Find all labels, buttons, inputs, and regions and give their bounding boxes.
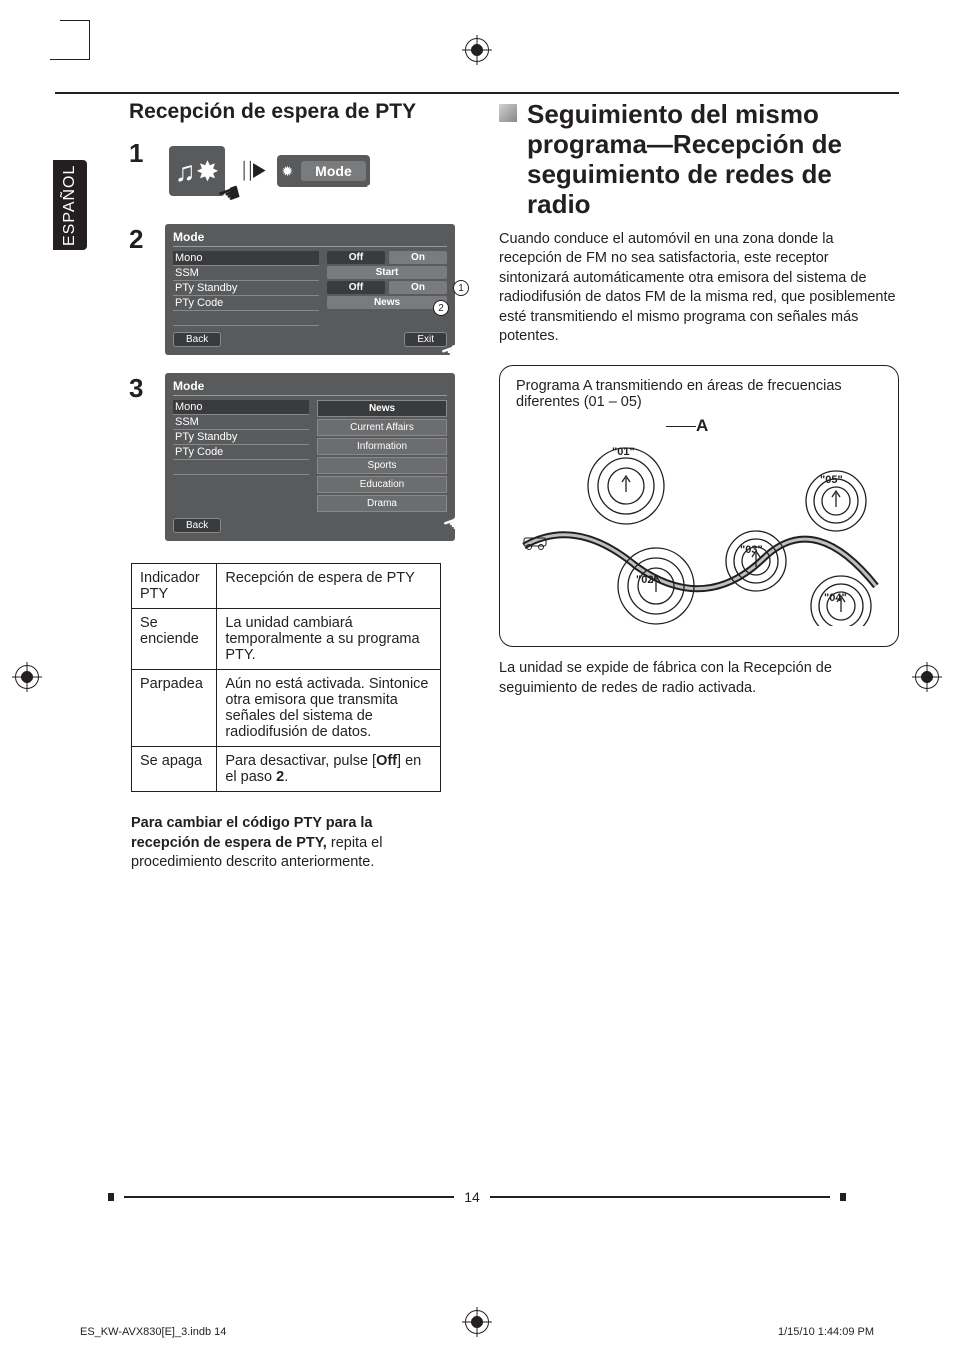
freq-label-01: "01" [612, 446, 635, 458]
freq-box-caption: Programa A transmitiendo en áreas de fre… [516, 378, 882, 410]
footer-timestamp: 1/15/10 1:44:09 PM [778, 1326, 874, 1338]
mode-button[interactable]: ✹ Mode ☚ [277, 155, 369, 187]
table-cell: Aún no está activada. Sintonice otra emi… [217, 670, 441, 747]
menu-item-pty-code[interactable]: PTy Code [173, 445, 309, 460]
menu-item-ssm[interactable]: SSM [173, 415, 309, 430]
pty-news[interactable]: News [317, 400, 447, 417]
menu-item-empty [173, 311, 319, 326]
pty-current-affairs[interactable]: Current Affairs [317, 419, 447, 436]
table-header-reception: Recepción de espera de PTY [217, 564, 441, 609]
pty-standby-on[interactable]: On [389, 281, 447, 294]
callout-2: 2 [433, 300, 449, 316]
language-tab: ESPAÑOL [53, 160, 87, 250]
table-cell: Parpadea [132, 670, 217, 747]
pty-indicator-table: Indicador PTY Recepción de espera de PTY… [131, 563, 441, 792]
left-section-title: Recepción de espera de PTY [129, 100, 455, 124]
music-note-gear-icon: ♫✸ [175, 155, 219, 188]
mono-off[interactable]: Off [327, 251, 385, 264]
scroll-arrow-icon: ⇩ [453, 254, 463, 268]
table-cell: La unidad cambiará temporalmente a su pr… [217, 609, 441, 670]
menu-item-mono[interactable]: Mono [173, 400, 309, 415]
registration-mark-left [15, 665, 39, 689]
crop-mark [50, 20, 90, 60]
registration-mark-top [465, 38, 489, 62]
page-number: 14 [464, 1189, 480, 1205]
back-button[interactable]: Back [173, 332, 221, 347]
table-cell: Se apaga [132, 747, 217, 792]
sun-icon: ✹ [281, 163, 293, 180]
change-pty-code-paragraph: Para cambiar el código PTY para la recep… [131, 814, 441, 873]
freq-label-05: "05" [820, 474, 843, 486]
pty-sports[interactable]: Sports [317, 457, 447, 474]
mode-screen-step2: Mode Mono SSM PTy Standby PTy Code Off [165, 224, 455, 355]
panel-title: Mode [173, 230, 447, 247]
table-cell: Para desactivar, pulse [Off] en el paso … [217, 747, 441, 792]
source-music-button[interactable]: ♫✸ ☚ [169, 146, 225, 196]
freq-label-03: "03" [740, 544, 763, 556]
freq-label-02: "02" [636, 574, 659, 586]
panel-title: Mode [173, 379, 447, 396]
menu-item-ssm[interactable]: SSM [173, 266, 319, 281]
text: . [284, 769, 288, 785]
pty-drama[interactable]: Drama [317, 495, 447, 512]
right-body-paragraph: Cuando conduce el automóvil en una zona … [499, 230, 899, 347]
section-bullet-icon [499, 104, 517, 122]
registration-mark-bottom [465, 1310, 489, 1334]
mode-button-label: Mode [301, 161, 366, 181]
menu-item-pty-standby[interactable]: PTy Standby [173, 281, 319, 296]
off-bold: Off [376, 753, 397, 769]
step-number-3: 3 [55, 373, 165, 404]
panel3-menu-list: Mono SSM PTy Standby PTy Code [173, 400, 309, 512]
right-after-paragraph: La unidad se expide de fábrica con la Re… [499, 659, 899, 698]
back-button[interactable]: Back [173, 518, 221, 533]
pty-information[interactable]: Information [317, 438, 447, 455]
ssm-start[interactable]: Start [327, 266, 447, 279]
table-cell: Se enciende [132, 609, 217, 670]
callout-1: 1 [453, 280, 469, 296]
footer-file: ES_KW-AVX830[E]_3.indb 14 [80, 1326, 226, 1338]
text: Para desactivar, pulse [ [225, 753, 376, 769]
frequency-diagram-box: Programa A transmitiendo en áreas de fre… [499, 365, 899, 647]
panel2-controls: Off On Start Off On News [327, 251, 447, 326]
pty-education[interactable]: Education [317, 476, 447, 493]
pty-standby-off[interactable]: Off [327, 281, 385, 294]
pty-code-list: News Current Affairs Information Sports … [317, 400, 447, 512]
right-section-title: Seguimiento del mismo programa—Recepción… [527, 100, 899, 220]
menu-item-mono[interactable]: Mono [173, 251, 319, 266]
tap-hand-icon: ☚ [362, 169, 395, 206]
page-number-bar: 14 [55, 1188, 899, 1206]
frequency-diagram: A [516, 416, 882, 626]
step2-bold: 2 [276, 769, 284, 785]
menu-item-pty-standby[interactable]: PTy Standby [173, 430, 309, 445]
arrow-right-icon: ⏐⏐▶ [239, 161, 263, 182]
mono-on[interactable]: On [389, 251, 447, 264]
panel2-menu-list: Mono SSM PTy Standby PTy Code [173, 251, 319, 326]
pty-code-news[interactable]: News [327, 296, 447, 309]
registration-mark-right [915, 665, 939, 689]
tap-hand-icon: ☚ [439, 507, 469, 542]
page-top-rule [55, 92, 899, 94]
tap-hand-icon: ☚ [213, 176, 246, 213]
menu-item-empty [173, 460, 309, 475]
freq-label-04: "04" [824, 592, 847, 604]
table-header-indicator: Indicador PTY [132, 564, 217, 609]
tap-hand-icon: ☚ [437, 335, 467, 370]
mode-screen-step3: Mode Mono SSM PTy Standby PTy Code News … [165, 373, 455, 541]
menu-item-pty-code[interactable]: PTy Code [173, 296, 319, 311]
